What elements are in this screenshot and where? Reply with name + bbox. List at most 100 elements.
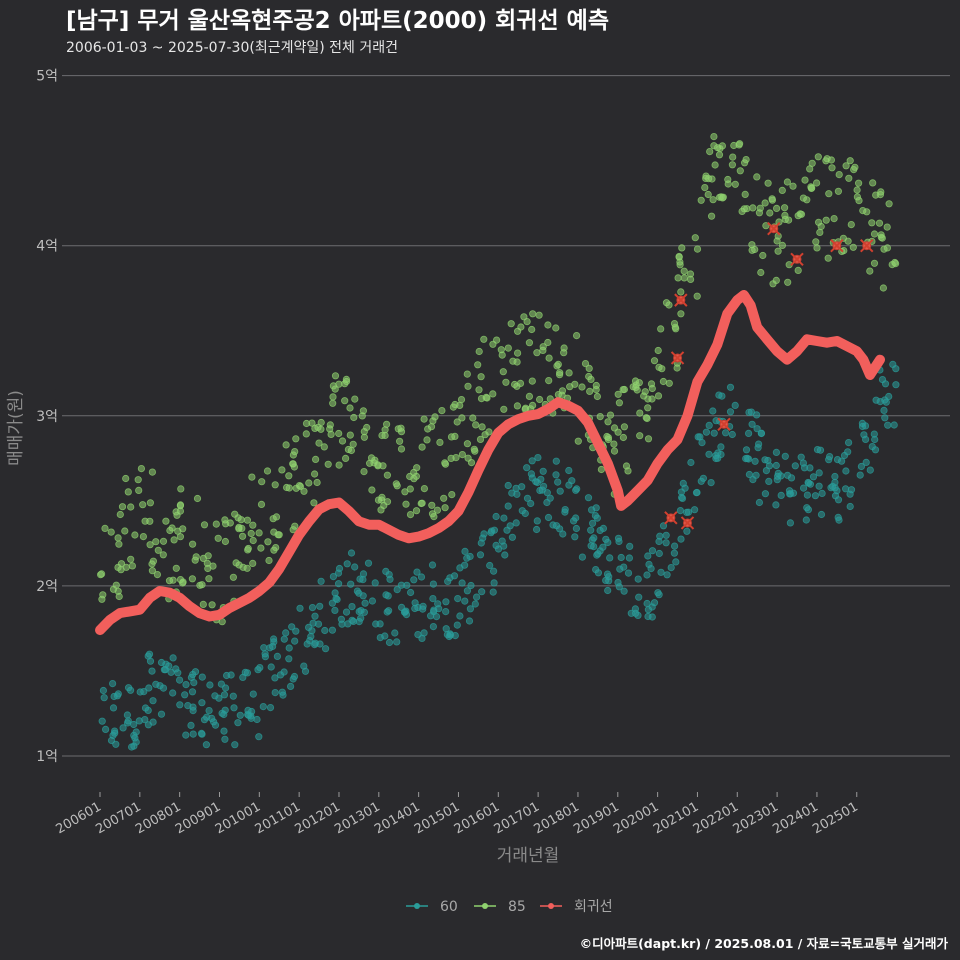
point-60	[707, 478, 715, 487]
point-85	[813, 244, 821, 252]
point-85	[673, 364, 681, 372]
x-tick-label: 201501	[412, 799, 462, 837]
point-85	[188, 575, 196, 583]
point-60	[508, 489, 516, 497]
point-60	[772, 501, 780, 509]
point-60	[465, 617, 474, 625]
point-85	[676, 258, 684, 266]
point-60	[306, 636, 314, 645]
point-60	[328, 626, 336, 634]
point-60	[149, 718, 157, 726]
red-x-mark	[664, 511, 678, 525]
point-60	[656, 532, 664, 540]
point-60	[371, 579, 379, 587]
point-60	[500, 514, 508, 522]
point-60	[833, 487, 841, 495]
point-85	[467, 458, 476, 467]
point-60	[690, 506, 699, 514]
point-85	[441, 460, 450, 468]
point-85	[847, 221, 855, 229]
point-60	[280, 635, 288, 643]
point-60	[555, 525, 564, 533]
point-60	[591, 511, 600, 520]
point-85	[670, 319, 679, 328]
point-60	[145, 684, 153, 692]
point-85	[654, 392, 663, 400]
red-x-mark	[830, 238, 844, 253]
point-60	[376, 620, 384, 628]
y-tick-label: 2억	[36, 579, 58, 595]
point-60	[292, 627, 300, 635]
point-60	[130, 720, 138, 729]
point-60	[210, 718, 218, 726]
point-60	[463, 554, 471, 562]
point-60	[123, 711, 132, 719]
point-85	[172, 564, 180, 572]
point-85	[430, 512, 438, 521]
point-85	[289, 526, 297, 534]
point-60	[643, 599, 651, 608]
point-60	[198, 730, 206, 738]
point-60	[833, 455, 842, 464]
y-tick-label: 1억	[36, 749, 58, 765]
point-60	[316, 602, 324, 610]
point-60	[359, 570, 368, 578]
point-60	[391, 629, 399, 637]
point-60	[532, 525, 541, 534]
point-60	[329, 572, 337, 581]
point-60	[753, 425, 761, 433]
point-85	[741, 190, 749, 198]
x-axis-label: 거래년월	[497, 846, 560, 866]
point-60	[127, 686, 135, 694]
point-85	[159, 551, 167, 559]
point-60	[114, 690, 122, 698]
point-60	[410, 576, 418, 584]
point-85	[707, 212, 716, 220]
point-60	[182, 680, 190, 689]
point-85	[693, 245, 702, 253]
point-60	[687, 458, 695, 467]
point-85	[239, 532, 247, 540]
point-85	[528, 325, 536, 334]
point-85	[822, 216, 830, 224]
point-60	[249, 690, 257, 698]
point-60	[393, 638, 401, 646]
point-85	[152, 538, 160, 546]
point-85	[812, 179, 821, 187]
point-60	[348, 616, 356, 624]
point-60	[571, 533, 579, 541]
point-85	[428, 501, 436, 509]
point-60	[752, 471, 760, 479]
point-85	[127, 555, 135, 563]
point-60	[648, 547, 657, 555]
point-85	[406, 510, 415, 519]
point-60	[533, 517, 541, 525]
point-85	[642, 414, 650, 422]
point-60	[650, 599, 659, 607]
point-60	[364, 559, 373, 567]
point-85	[134, 476, 142, 484]
point-60	[588, 519, 597, 527]
point-85	[193, 494, 202, 503]
point-60	[881, 414, 889, 422]
point-60	[594, 569, 603, 577]
point-60	[321, 626, 329, 635]
point-85	[148, 560, 156, 568]
point-85	[680, 267, 688, 275]
point-85	[141, 517, 149, 525]
point-60	[189, 706, 197, 715]
point-85	[285, 472, 293, 480]
point-60	[442, 625, 450, 633]
point-85	[718, 142, 727, 150]
point-60	[406, 588, 415, 597]
point-85	[475, 386, 483, 394]
point-60	[109, 679, 117, 688]
point-85	[313, 478, 321, 487]
point-85	[769, 280, 777, 288]
point-60	[253, 715, 261, 724]
point-60	[870, 430, 878, 438]
point-85	[146, 499, 154, 507]
point-85	[597, 465, 606, 474]
point-85	[247, 529, 255, 538]
point-85	[249, 559, 257, 568]
